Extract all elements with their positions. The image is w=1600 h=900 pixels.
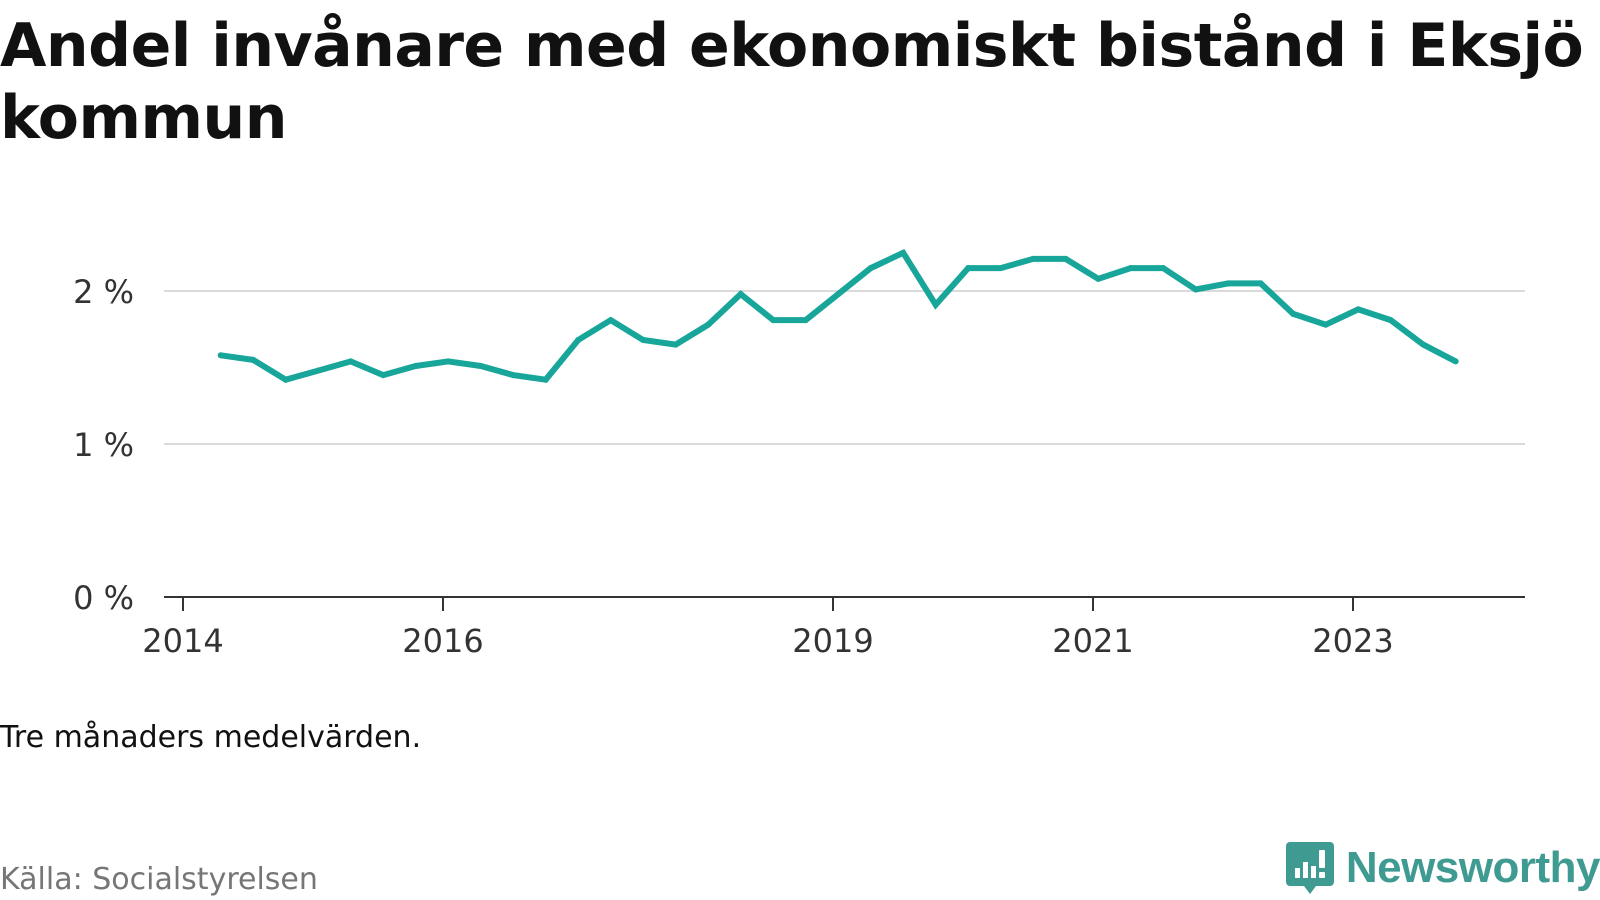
series-line (220, 248, 1458, 383)
data-point (1355, 306, 1362, 313)
data-point (1387, 317, 1394, 324)
data-point (542, 376, 549, 383)
x-tick-label: 2016 (402, 622, 483, 660)
data-point (607, 317, 614, 324)
data-point (1127, 265, 1134, 272)
source-label: Källa: Socialstyrelsen (0, 862, 318, 897)
data-point (705, 321, 712, 328)
data-point (1095, 275, 1102, 282)
data-point (1030, 255, 1037, 262)
data-point (282, 376, 289, 383)
data-point (640, 336, 647, 343)
newsworthy-brand[interactable]: Newsworthy (1284, 836, 1600, 900)
y-axis-tick-labels: 0 % 1 % 2 % (73, 273, 134, 617)
x-axis: 2014 2016 2019 2021 2023 (142, 596, 1525, 660)
series-layer (217, 248, 1459, 383)
data-point (347, 358, 354, 365)
data-point (1257, 280, 1264, 287)
y-tick-label: 1 % (73, 426, 134, 464)
brand-name: Newsworthy (1345, 843, 1600, 892)
data-point (217, 352, 224, 359)
data-point (672, 341, 679, 348)
y-tick-label: 0 % (73, 579, 134, 617)
data-point (1322, 321, 1329, 328)
data-point (380, 372, 387, 379)
newsworthy-logo-icon (1285, 842, 1334, 894)
x-tick-label: 2019 (792, 622, 873, 660)
data-point (1062, 255, 1069, 262)
data-point (477, 362, 484, 369)
data-point (1192, 286, 1199, 293)
data-point (412, 362, 419, 369)
data-point (900, 249, 907, 256)
y-tick-label: 2 % (73, 273, 134, 311)
data-point (965, 265, 972, 272)
data-point (802, 317, 809, 324)
chart-title: Andel invånare med ekonomiskt bistånd i … (0, 11, 1584, 153)
data-point (1225, 280, 1232, 287)
data-point (737, 291, 744, 298)
data-point (315, 367, 322, 374)
x-tick-label: 2014 (142, 622, 223, 660)
x-tick-label: 2023 (1312, 622, 1393, 660)
data-point (835, 291, 842, 298)
data-point (997, 265, 1004, 272)
data-point (445, 358, 452, 365)
data-point (1290, 310, 1297, 317)
data-point (250, 356, 257, 363)
data-point (575, 336, 582, 343)
data-point (1160, 265, 1167, 272)
data-point (932, 301, 939, 308)
data-point (1420, 341, 1427, 348)
data-point (1452, 358, 1459, 365)
x-tick-label: 2021 (1052, 622, 1133, 660)
chart-note: Tre månaders medelvärden. (0, 720, 422, 755)
data-point (770, 317, 777, 324)
data-point (867, 265, 874, 272)
data-point (510, 372, 517, 379)
